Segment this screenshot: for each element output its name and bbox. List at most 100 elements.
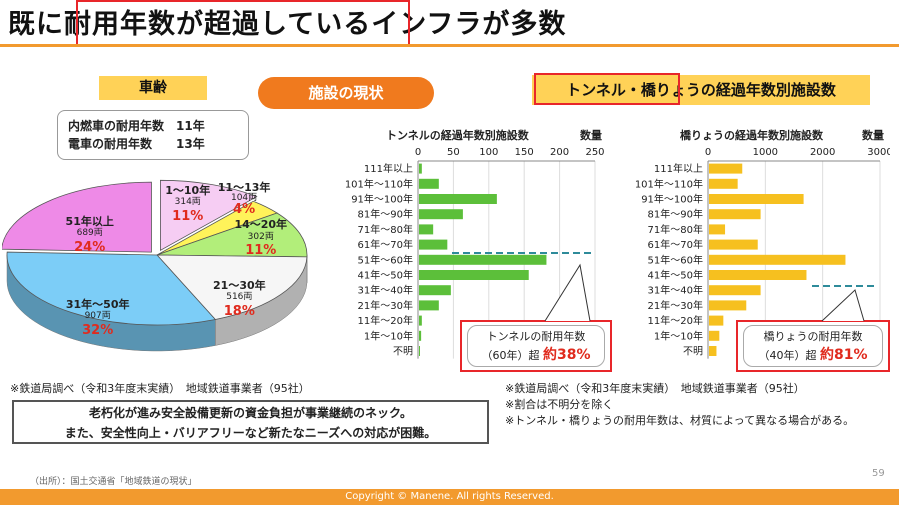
left-note: ※鉄道局調べ（令和3年度末実績） 地域鉄道事業者（95社） xyxy=(10,382,310,395)
bar xyxy=(419,315,422,326)
right-note-1: ※鉄道局調べ（令和3年度末実績） 地域鉄道事業者（95社） xyxy=(505,382,805,395)
bar xyxy=(419,254,547,265)
slide-title: 既に耐用年数が超過しているインフラが多数 xyxy=(8,9,567,40)
y-category-label: 71年〜80年 xyxy=(358,223,413,236)
bridge-callout-pct: 約81% xyxy=(819,347,868,363)
tunnel-callout-title: トンネルの耐用年数 xyxy=(486,330,586,343)
tunnel-callout-pct: 約38% xyxy=(542,347,591,363)
bar xyxy=(709,209,761,220)
pie-label-count: 689両 xyxy=(76,228,103,239)
pie-label-pct: 32% xyxy=(82,322,114,338)
bridge-callout-title: 橋りょうの耐用年数 xyxy=(763,330,863,343)
pie-label-3: 14〜20年 302両 11% xyxy=(234,218,287,259)
x-tick-label: 150 xyxy=(515,147,534,158)
pie-label-count: 907両 xyxy=(84,311,111,322)
bar xyxy=(419,270,529,280)
y-category-label: 31年〜40年 xyxy=(648,284,703,297)
pie-label-pct: 4% xyxy=(233,202,256,218)
x-tick-label: 3000 xyxy=(867,147,890,158)
pie-label-count: 314両 xyxy=(174,197,201,208)
info-box: 老朽化が進み安全設備更新の資金負担が事業継続のネック。 また、安全性向上・バリア… xyxy=(12,400,489,444)
y-category-label: 91年〜100年 xyxy=(641,193,703,206)
section-heading-age: 車齢 xyxy=(99,76,207,100)
pie-label-name: 31年〜50年 xyxy=(65,297,130,311)
pie-slice-6 xyxy=(2,181,152,253)
tunnel-callout-detail: （60年）超 xyxy=(481,349,540,362)
lifespan-diesel: 内燃車の耐用年数 11年 xyxy=(68,119,205,133)
info-line-2: また、安全性向上・バリアフリーなど新たなニーズへの対応が困難。 xyxy=(64,426,437,440)
x-tick-label: 100 xyxy=(479,147,498,158)
tunnel-unit-label: 数量 xyxy=(580,129,602,142)
pie-label-pct: 11% xyxy=(172,208,204,224)
y-category-label: 71年〜80年 xyxy=(648,223,703,236)
x-tick-label: 1000 xyxy=(753,147,778,158)
bar xyxy=(419,285,451,296)
y-category-label: 11年〜20年 xyxy=(648,314,703,327)
lifespan-box: 内燃車の耐用年数 11年 電車の耐用年数 13年 xyxy=(57,110,249,160)
page-number: 59 xyxy=(872,468,885,479)
bar xyxy=(709,224,726,235)
x-tick-label: 0 xyxy=(415,147,421,158)
bar xyxy=(709,346,717,356)
y-category-label: 31年〜40年 xyxy=(358,284,413,297)
y-category-label: 51年〜60年 xyxy=(648,253,703,266)
x-tick-label: 250 xyxy=(585,147,604,158)
pie-label-name: 51年以上 xyxy=(65,214,114,228)
footer-bar: Copyright © Manene. All rights Reserved. xyxy=(0,489,899,505)
y-category-label: 不明 xyxy=(393,346,413,358)
y-category-label: 21年〜30年 xyxy=(358,299,413,312)
y-category-label: 21年〜30年 xyxy=(648,299,703,312)
pie-label-name: 21〜30年 xyxy=(213,278,266,292)
pie-label-4: 21〜30年 516両 18% xyxy=(213,279,266,320)
x-tick-label: 0 xyxy=(705,147,711,158)
facility-status-pill: 施設の現状 xyxy=(258,77,434,109)
y-category-label: 101年〜110年 xyxy=(635,177,703,190)
pie-label-6: 51年以上 689両 24% xyxy=(66,215,114,256)
y-category-label: 41年〜50年 xyxy=(648,269,703,282)
y-category-label: 51年〜60年 xyxy=(358,253,413,266)
x-tick-label: 50 xyxy=(447,147,460,158)
bar xyxy=(709,315,724,326)
right-note-3: ※トンネル・橋りょうの耐用年数は、材質によって異なる場合がある。 xyxy=(505,414,855,427)
pie-label-1: 1〜10年 314両 11% xyxy=(165,184,210,225)
bar xyxy=(709,239,758,250)
bridge-callout-detail: （40年）超 xyxy=(758,349,817,362)
y-category-label: 91年〜100年 xyxy=(351,193,413,206)
tunnel-chart-title: トンネルの経過年数別施設数 xyxy=(386,129,529,142)
bar xyxy=(419,239,448,250)
bar xyxy=(709,194,804,204)
bar xyxy=(419,224,434,235)
bar xyxy=(419,346,420,356)
y-category-label: 101年〜110年 xyxy=(345,177,413,190)
y-category-label: 不明 xyxy=(683,346,703,358)
info-line-1: 老朽化が進み安全設備更新の資金負担が事業継続のネック。 xyxy=(88,406,413,420)
x-tick-label: 200 xyxy=(550,147,569,158)
bridge-chart-title: 橋りょうの経過年数別施設数 xyxy=(680,129,823,142)
pie-label-name: 1〜10年 xyxy=(165,183,211,197)
lifespan-electric: 電車の耐用年数 13年 xyxy=(68,137,205,151)
bar xyxy=(419,194,497,204)
pie-slice-5 xyxy=(6,251,217,326)
pie-slice-4 xyxy=(156,254,308,320)
y-category-label: 41年〜50年 xyxy=(358,269,413,282)
pie-label-name: 11〜13年 xyxy=(217,181,271,195)
bar xyxy=(709,254,846,265)
title-underline xyxy=(0,44,899,47)
pie-label-2: 11〜13年 104両 4% xyxy=(218,182,271,217)
bar xyxy=(419,163,422,174)
bar xyxy=(709,300,747,311)
pie-slice-1 xyxy=(160,179,258,251)
right-heading: トンネル・橋りょうの経過年数別施設数 xyxy=(532,75,870,105)
bridge-callout: 橋りょうの耐用年数 （40年）超 約81% xyxy=(736,320,890,372)
y-category-label: 1年〜10年 xyxy=(364,329,413,342)
y-category-label: 81年〜90年 xyxy=(358,208,413,221)
bar xyxy=(709,330,720,341)
x-tick-label: 2000 xyxy=(810,147,835,158)
pie-slice-3 xyxy=(156,212,308,258)
source-note: （出所）：国土交通省「地域鉄道の現状」 xyxy=(30,477,197,487)
pie-label-pct: 18% xyxy=(223,303,255,319)
bar xyxy=(419,300,439,311)
title-highlight-box xyxy=(76,0,410,46)
bar xyxy=(419,209,463,220)
